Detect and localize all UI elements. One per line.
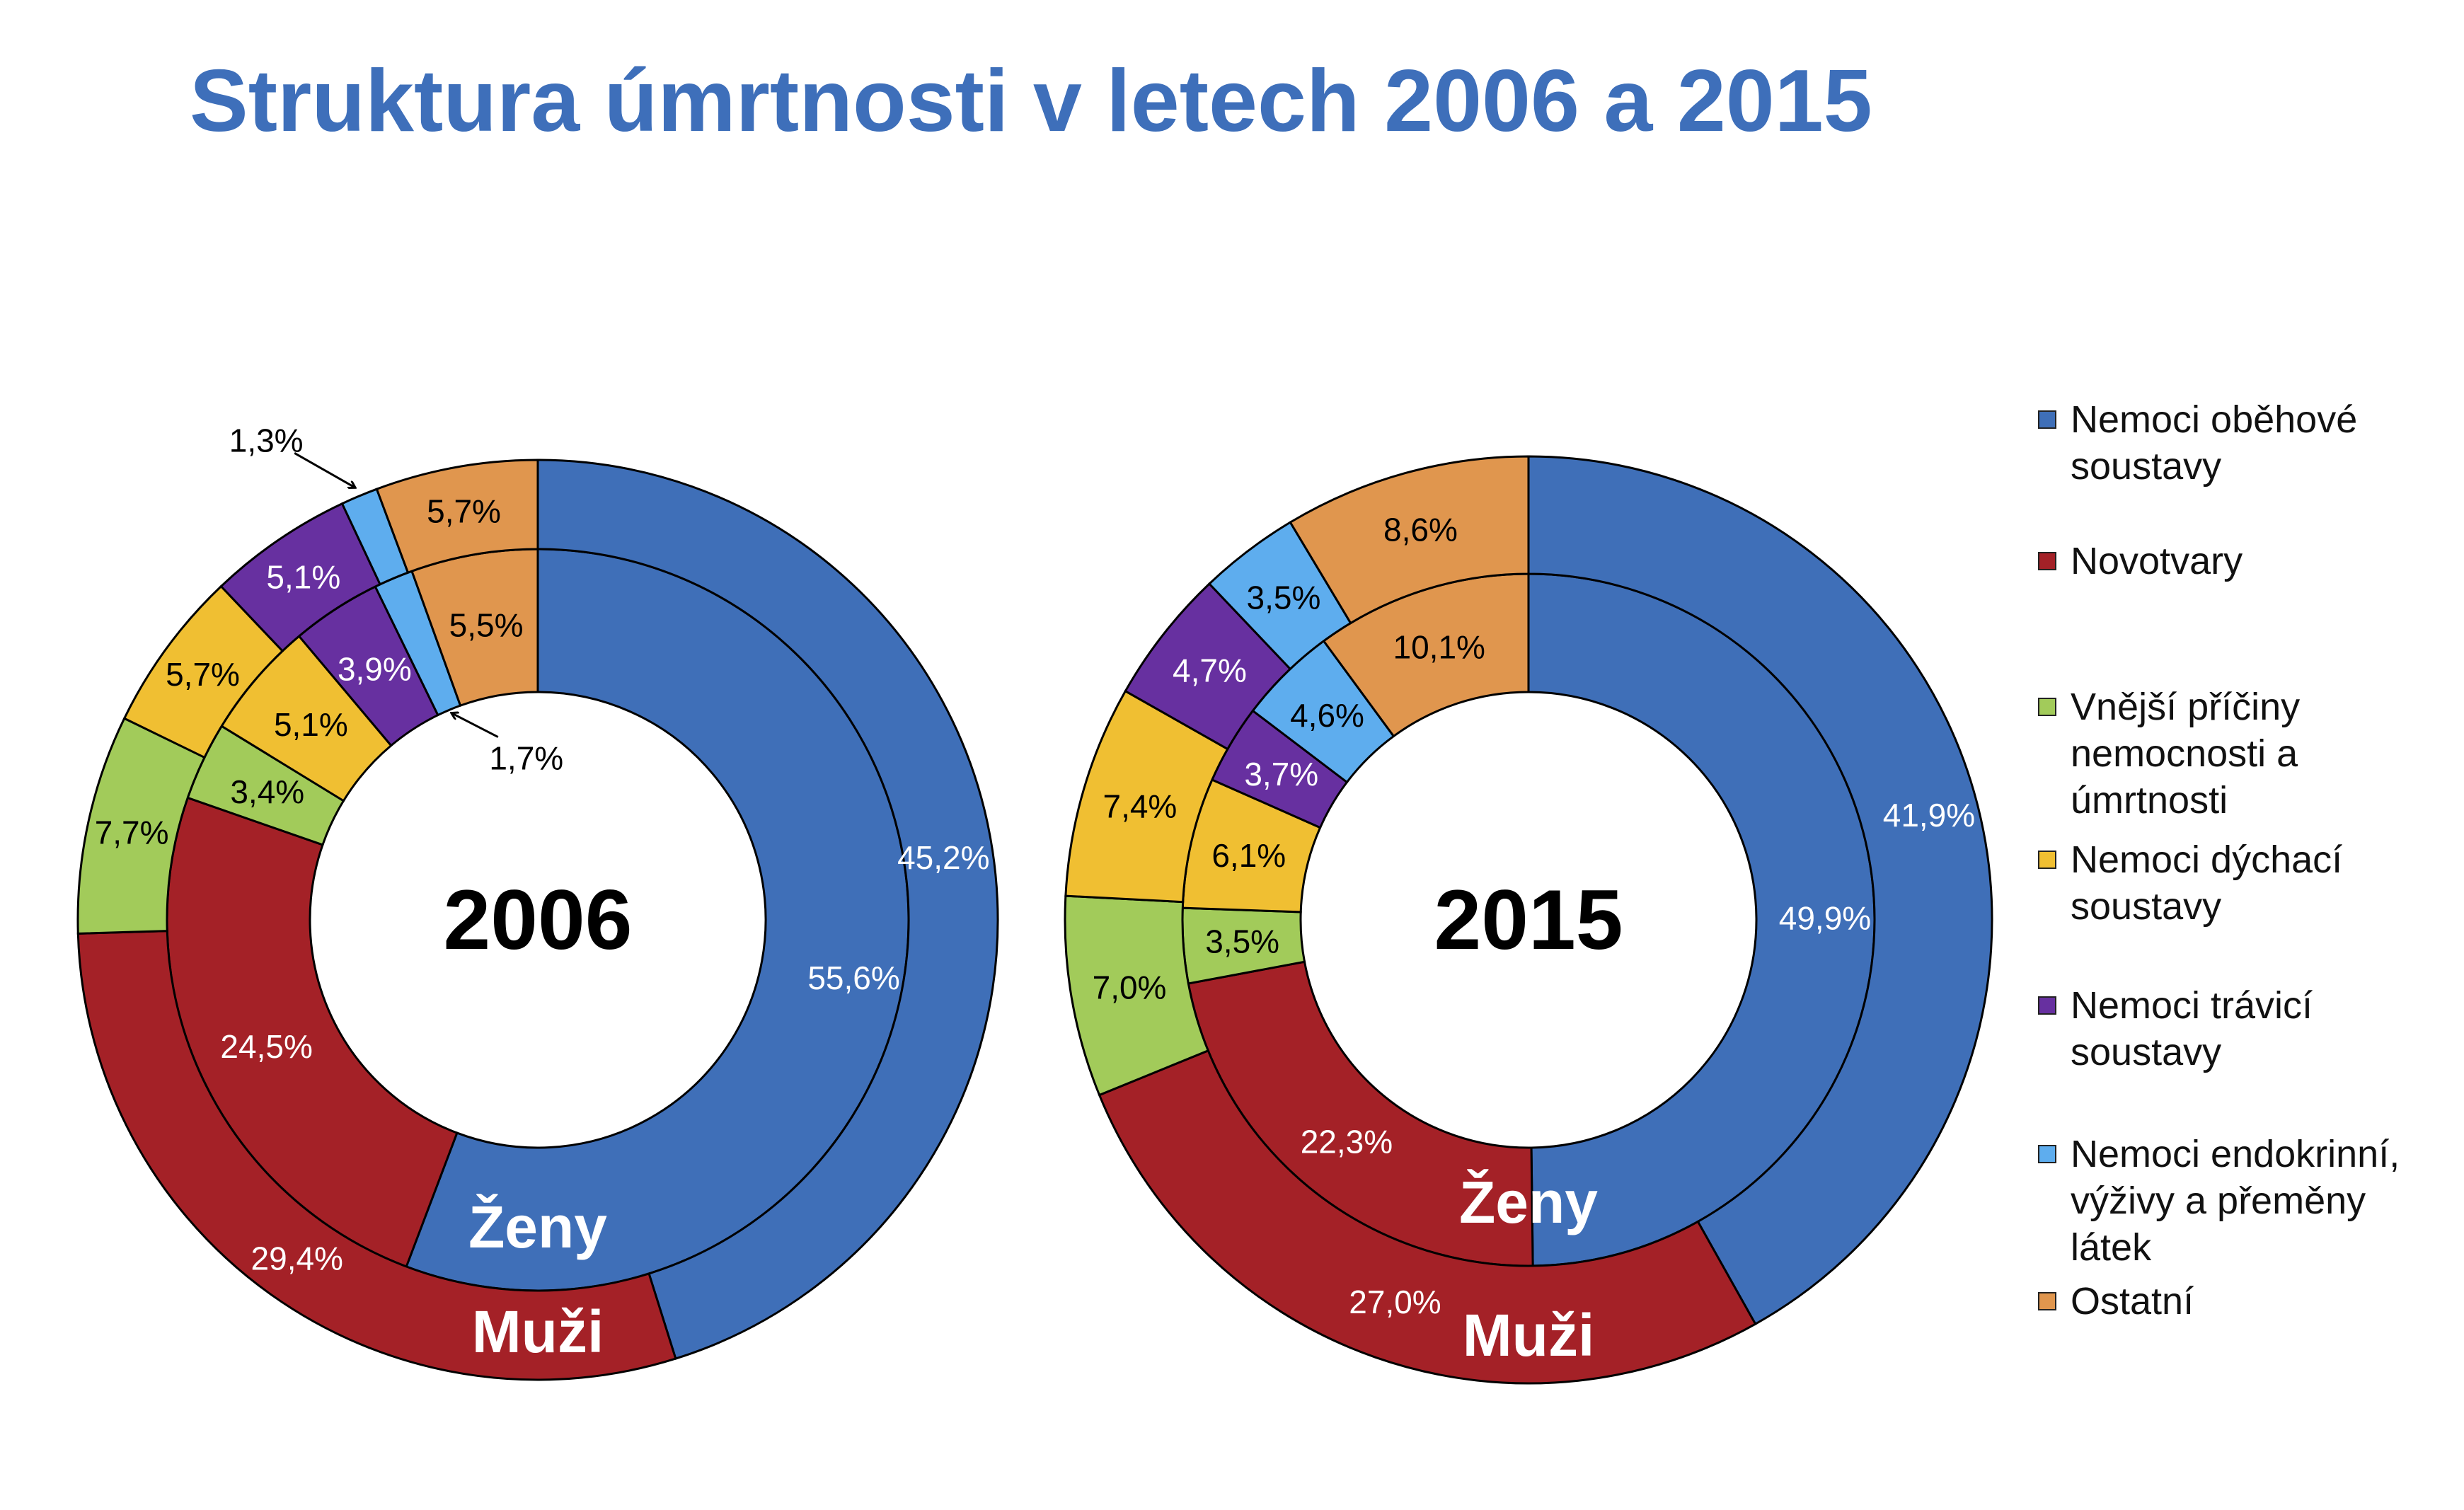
data-label-outer-endocrine: 1,3% [229, 422, 304, 459]
data-label-outer-digestive: 4,7% [1173, 652, 1247, 689]
data-label-inner-neoplasms: 22,3% [1301, 1124, 1393, 1160]
data-label-outer-other: 8,6% [1383, 512, 1458, 548]
legend-label: Nemoci dýchací soustavy [2071, 838, 2343, 928]
data-label-inner-other: 10,1% [1393, 629, 1485, 666]
data-label-outer-external: 7,0% [1093, 969, 1167, 1006]
data-label-outer-respiratory: 7,4% [1103, 788, 1177, 825]
slice-outer-circulatory [1527, 455, 1993, 1326]
legend-swatch [2038, 410, 2056, 429]
data-label-inner-external: 3,4% [230, 773, 304, 810]
slice-outer-neoplasms [1098, 1049, 1757, 1385]
data-label-inner-other: 5,5% [449, 606, 524, 643]
data-label-outer-other: 5,7% [427, 492, 501, 529]
data-label-inner-digestive: 3,9% [338, 650, 412, 687]
data-label-outer-circulatory: 45,2% [897, 839, 989, 876]
legend-swatch [2038, 851, 2056, 869]
data-label-inner-neoplasms: 24,5% [220, 1028, 312, 1065]
data-label-inner-circulatory: 55,6% [807, 959, 899, 996]
data-label-inner-circulatory: 49,9% [1779, 899, 1871, 936]
slice-outer-other [1289, 455, 1530, 625]
ring-label-inner: Ženy [1459, 1169, 1598, 1235]
legend-label: Nemoci oběhové soustavy [2071, 398, 2358, 488]
data-label-outer-external: 7,7% [95, 814, 169, 851]
data-label-outer-endocrine: 3,5% [1247, 580, 1321, 616]
legend-swatch [2038, 996, 2056, 1015]
legend-label: Nemoci trávicí soustavy [2071, 984, 2313, 1073]
data-label-outer-respiratory: 5,7% [166, 656, 240, 693]
center-year-label: 2006 [444, 872, 633, 967]
doughnut-chart-2015: 49,9% 22,3% 3,5% 6,1% 3,7% 4,6% 10,1% 41,9% 27,0… [1064, 455, 1993, 1385]
callout-arrow [451, 713, 499, 738]
slice-outer-neoplasms [76, 930, 677, 1381]
data-label-inner-external: 3,5% [1205, 923, 1279, 959]
slice-outer-circulatory [536, 459, 999, 1360]
center-year-label: 2015 [1434, 872, 1623, 967]
data-label-outer-digestive: 5,1% [266, 558, 340, 595]
page-title: Struktura úmrtnosti v letech 2006 a 2015 [190, 52, 1872, 150]
legend-swatch [2038, 1292, 2056, 1310]
legend-label: Nemoci endokrinní, výživy a přeměny láte… [2071, 1133, 2400, 1269]
callout-arrow [294, 451, 355, 488]
legend-swatch [2038, 552, 2056, 570]
data-label-outer-neoplasms: 29,4% [251, 1240, 343, 1276]
legend-label: Novotvary [2071, 540, 2243, 582]
legend-label: Vnější příčiny nemocnosti a úmrtnosti [2071, 686, 2301, 822]
data-label-inner-digestive: 3,7% [1244, 756, 1318, 793]
data-label-inner-endocrine: 4,6% [1290, 697, 1364, 734]
legend-label: Ostatní [2071, 1280, 2194, 1322]
ring-label-outer: Muži [472, 1298, 604, 1365]
ring-label-outer: Muži [1463, 1302, 1595, 1368]
data-label-inner-endocrine: 1,7% [489, 740, 563, 777]
data-label-outer-circulatory: 41,9% [1883, 797, 1975, 834]
data-label-inner-respiratory: 5,1% [274, 706, 348, 743]
legend-swatch [2038, 698, 2056, 716]
data-label-inner-respiratory: 6,1% [1211, 837, 1286, 874]
slice-outer-other [375, 459, 539, 575]
data-label-outer-neoplasms: 27,0% [1349, 1284, 1441, 1320]
legend-swatch [2038, 1145, 2056, 1163]
doughnut-chart-2006: 55,6% 24,5% 3,4% 5,1% 3,9% 1,7% 5,5% 45,2% 29,4%… [76, 422, 999, 1381]
ring-label-inner: Ženy [468, 1194, 607, 1260]
